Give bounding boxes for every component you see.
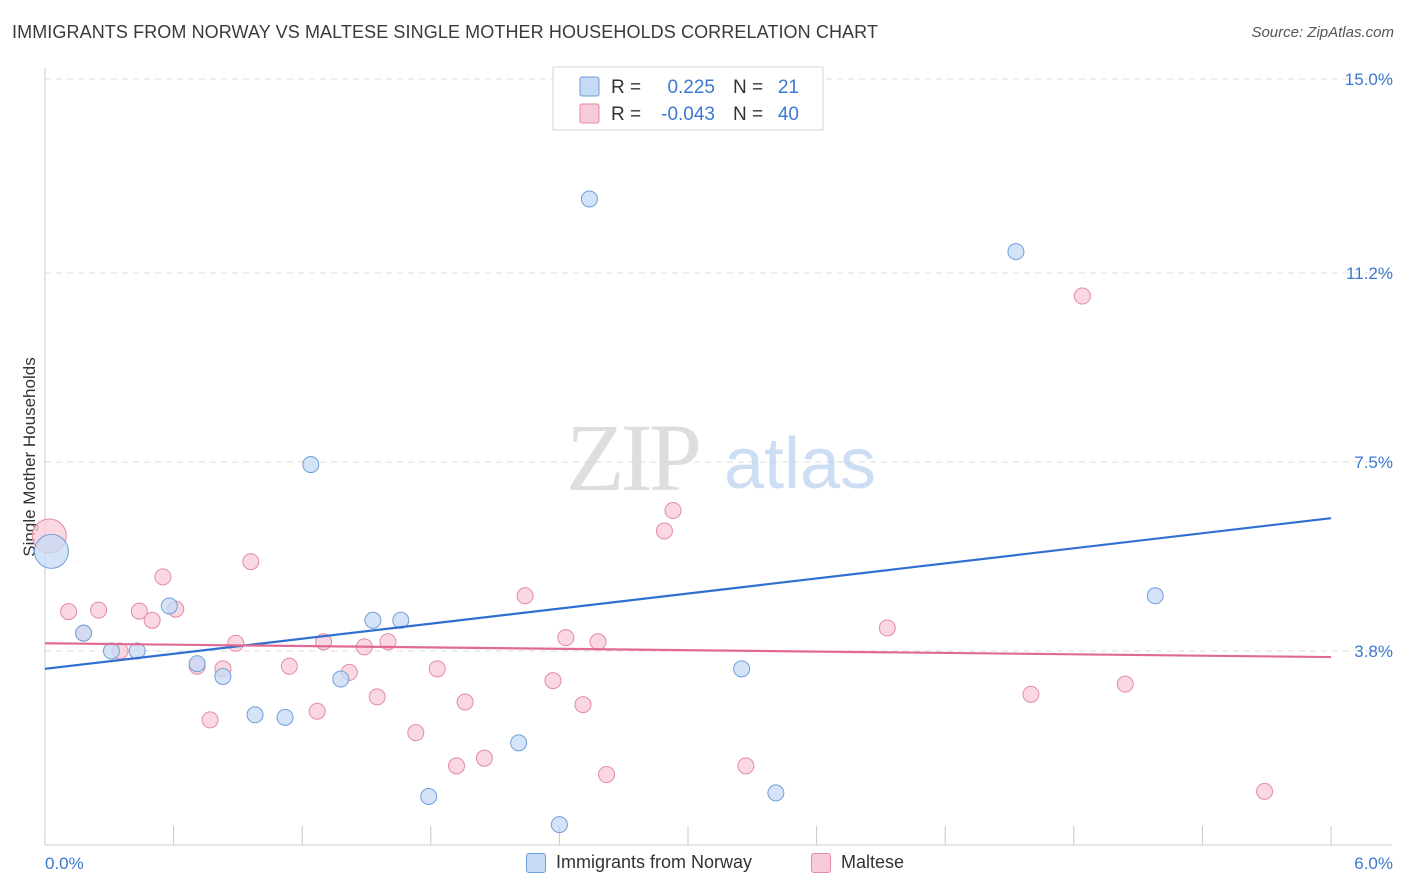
stats-legend-n-value-norway: 21 bbox=[778, 77, 799, 98]
maltese-point bbox=[242, 553, 260, 571]
stats-legend-r-label-norway: R = bbox=[611, 77, 641, 98]
maltese-point bbox=[737, 757, 755, 775]
norway-point bbox=[550, 816, 568, 834]
legend-swatch-maltese bbox=[811, 852, 831, 873]
stats-legend-r-label-maltese: R = bbox=[611, 104, 641, 125]
maltese-point bbox=[589, 633, 607, 651]
norway-point bbox=[160, 597, 178, 615]
stats-legend: R = 0.225 N = 21 R = -0.043 N = 40 bbox=[552, 66, 824, 131]
norway-point bbox=[1146, 587, 1164, 605]
watermark: ZIP atlas bbox=[566, 404, 876, 511]
legend-label-norway: Immigrants from Norway bbox=[556, 852, 753, 872]
norway-point bbox=[276, 708, 294, 726]
stats-legend-swatch-norway bbox=[579, 76, 600, 97]
norway-point bbox=[767, 784, 785, 802]
norway-point bbox=[188, 655, 206, 673]
maltese-point bbox=[227, 634, 245, 652]
legend-swatch-norway bbox=[526, 852, 546, 873]
series-legend: Immigrants from Norway Maltese bbox=[0, 852, 1406, 878]
stats-legend-n-value-maltese: 40 bbox=[778, 104, 799, 125]
maltese-point bbox=[878, 619, 896, 637]
norway-point bbox=[580, 190, 598, 208]
legend-item-norway[interactable]: Immigrants from Norway bbox=[526, 852, 752, 873]
norway-point bbox=[214, 667, 232, 685]
watermark-atlas: atlas bbox=[724, 424, 876, 504]
norway-point bbox=[733, 660, 751, 678]
norway-point bbox=[75, 624, 93, 642]
maltese-point bbox=[1073, 287, 1091, 305]
maltese-point bbox=[655, 522, 673, 540]
y-tick-label: 3.8% bbox=[1354, 642, 1393, 661]
stats-legend-r-value-norway: 0.225 bbox=[667, 77, 715, 98]
data-points bbox=[31, 190, 1274, 834]
source-credit: Source: ZipAtlas.com bbox=[1251, 24, 1394, 41]
maltese-point bbox=[456, 693, 474, 711]
maltese-point bbox=[428, 660, 446, 678]
maltese-point bbox=[407, 724, 425, 742]
y-tick-label: 11.2% bbox=[1346, 264, 1393, 283]
norway-point bbox=[332, 670, 350, 688]
maltese-point bbox=[1022, 685, 1040, 703]
norway-point bbox=[364, 611, 382, 629]
stats-legend-r-value-maltese: -0.043 bbox=[661, 104, 715, 125]
norway-point bbox=[33, 533, 69, 569]
x-tick-label-min: 0.0% bbox=[45, 854, 84, 873]
legend-label-maltese: Maltese bbox=[841, 852, 905, 872]
y-tick-labels: 3.8% 7.5% 11.2% 15.0% bbox=[1345, 70, 1393, 661]
maltese-point bbox=[60, 603, 78, 621]
maltese-point bbox=[598, 766, 616, 784]
maltese-point bbox=[201, 711, 219, 729]
norway-point bbox=[420, 787, 438, 805]
norway-point bbox=[392, 611, 410, 629]
norway-trend-line bbox=[44, 517, 1332, 670]
x-tick-labels: 0.0% 6.0% bbox=[45, 854, 1393, 873]
maltese-trend-line bbox=[44, 642, 1332, 659]
maltese-point bbox=[368, 688, 386, 706]
maltese-point bbox=[90, 601, 108, 619]
maltese-point bbox=[154, 568, 172, 586]
y-tick-label: 15.0% bbox=[1345, 70, 1393, 89]
maltese-point bbox=[130, 602, 148, 620]
maltese-point bbox=[143, 611, 161, 629]
maltese-point bbox=[516, 587, 534, 605]
chart-title: IMMIGRANTS FROM NORWAY VS MALTESE SINGLE… bbox=[12, 22, 879, 42]
maltese-point bbox=[664, 502, 682, 520]
axes bbox=[44, 68, 1392, 846]
stats-legend-n-label-norway: N = bbox=[733, 77, 763, 98]
maltese-point bbox=[448, 757, 466, 775]
norway-point bbox=[1007, 243, 1025, 261]
maltese-point bbox=[1116, 675, 1134, 693]
norway-point bbox=[102, 642, 120, 660]
maltese-point bbox=[574, 696, 592, 714]
norway-point bbox=[246, 706, 264, 724]
maltese-point bbox=[557, 629, 575, 647]
x-tick-label-max: 6.0% bbox=[1354, 854, 1393, 873]
stats-legend-n-label-maltese: N = bbox=[733, 104, 763, 125]
watermark-zip: ZIP bbox=[566, 404, 699, 511]
maltese-point bbox=[544, 672, 562, 690]
x-axis-ticks bbox=[44, 826, 1332, 845]
norway-point bbox=[302, 456, 320, 474]
legend-item-maltese[interactable]: Maltese bbox=[811, 852, 904, 873]
maltese-point bbox=[379, 633, 397, 651]
norway-point bbox=[510, 734, 528, 752]
trend-lines bbox=[44, 517, 1332, 670]
maltese-point bbox=[475, 749, 493, 767]
y-tick-label: 7.5% bbox=[1354, 453, 1393, 472]
maltese-point bbox=[1256, 782, 1274, 800]
maltese-point bbox=[280, 657, 298, 675]
stats-legend-swatch-maltese bbox=[579, 103, 600, 124]
maltese-point bbox=[308, 702, 326, 720]
